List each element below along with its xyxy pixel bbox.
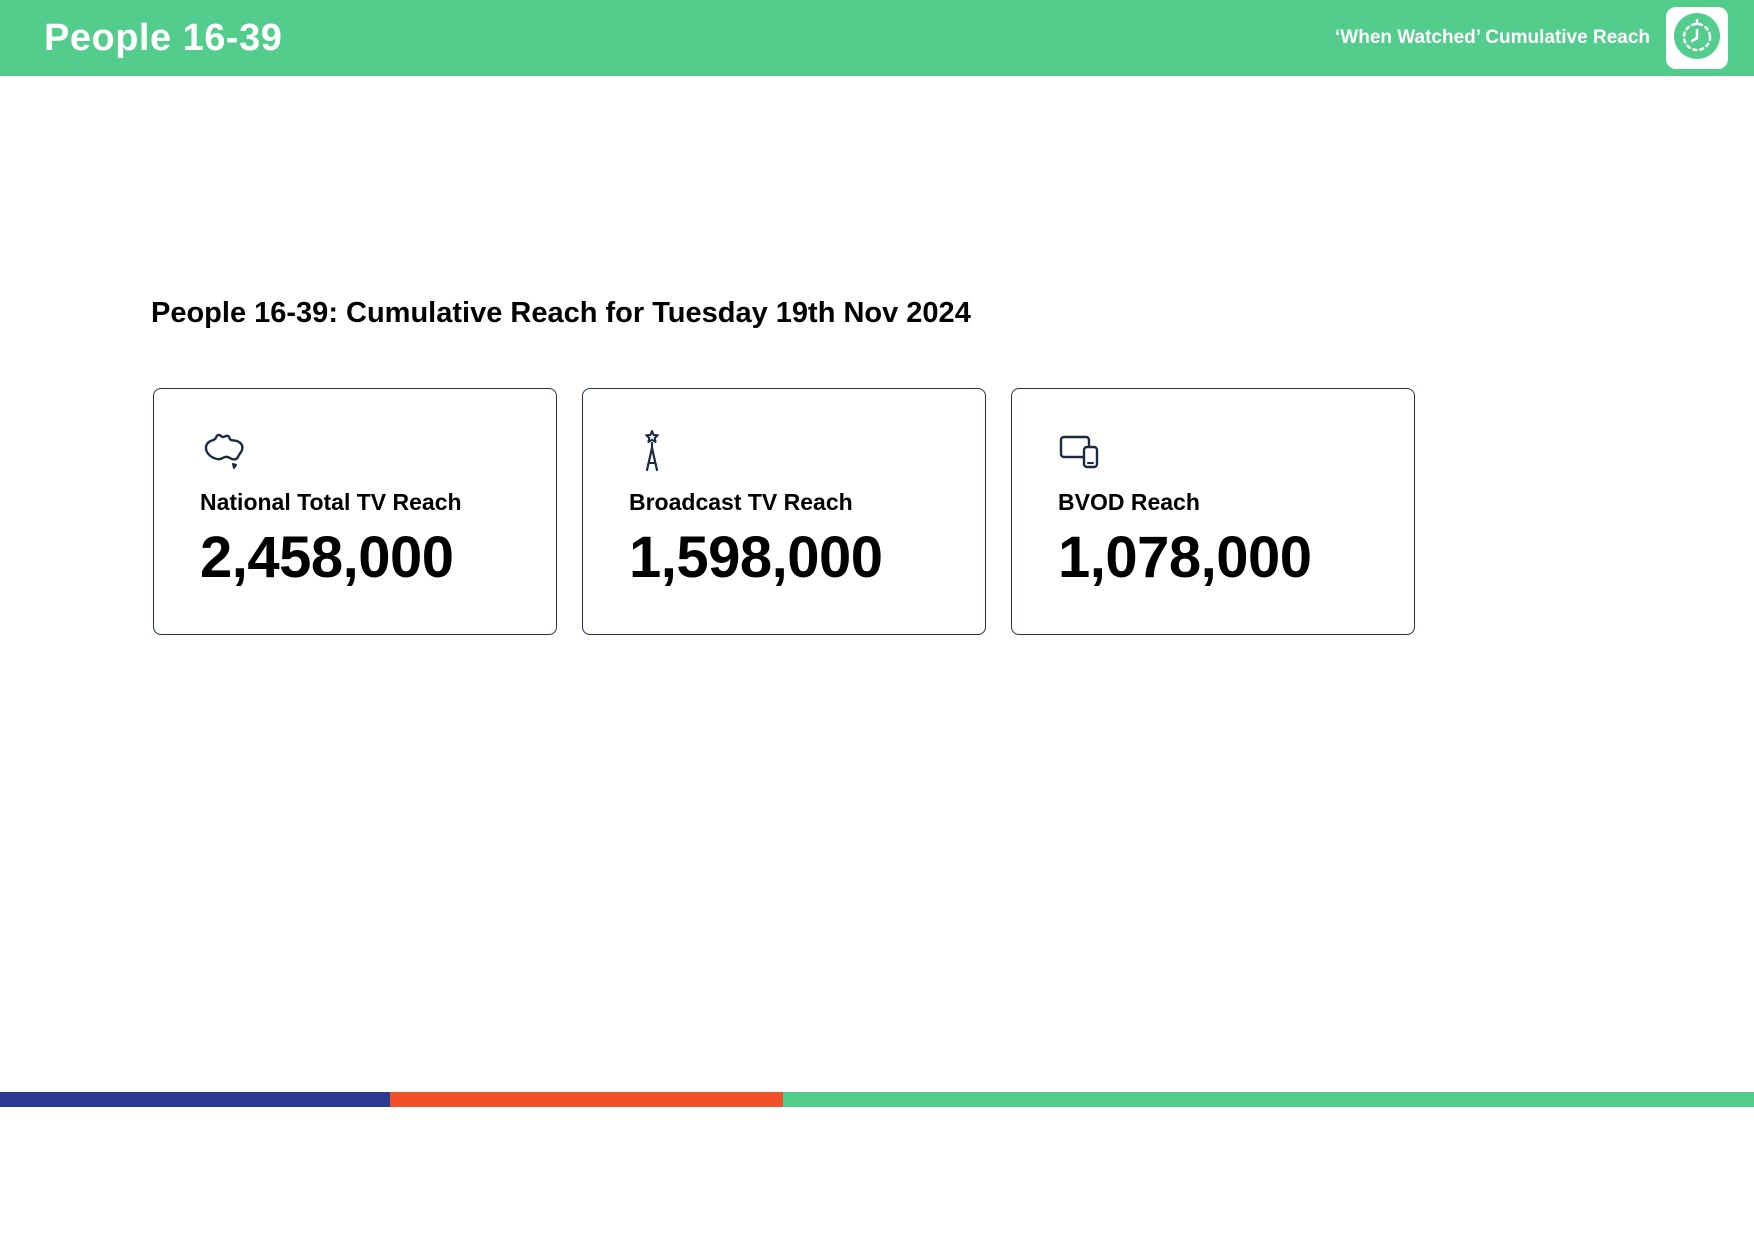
header-subtitle: ‘When Watched’ Cumulative Reach <box>1335 27 1650 48</box>
footer-stripe-green <box>783 1092 1754 1107</box>
kpi-card-bvod-reach: BVOD Reach 1,078,000 <box>1011 388 1415 635</box>
australia-map-icon <box>200 429 510 473</box>
kpi-label: BVOD Reach <box>1058 489 1200 515</box>
kpi-card-broadcast-tv-reach: Broadcast TV Reach 1,598,000 <box>582 388 986 635</box>
footer-stripe-orange <box>390 1092 784 1107</box>
footer-stripe-navy <box>0 1092 391 1107</box>
header-bar: People 16-39 ‘When Watched’ Cumulative R… <box>0 0 1754 76</box>
page-title: People 16-39 <box>44 16 283 59</box>
broadcast-antenna-icon <box>629 429 939 473</box>
stopwatch-icon <box>1673 12 1721 65</box>
header-right-group: ‘When Watched’ Cumulative Reach <box>1335 7 1728 69</box>
kpi-cards-row: National Total TV Reach 2,458,000 Broadc… <box>153 388 1415 635</box>
footer-stripe <box>0 1092 1754 1107</box>
main-heading: People 16-39: Cumulative Reach for Tuesd… <box>151 297 971 329</box>
devices-icon <box>1058 429 1368 473</box>
kpi-label: National Total TV Reach <box>200 489 462 515</box>
stopwatch-badge <box>1666 7 1728 69</box>
kpi-card-national-total-tv-reach: National Total TV Reach 2,458,000 <box>153 388 557 635</box>
kpi-value: 1,598,000 <box>629 525 883 590</box>
kpi-value: 1,078,000 <box>1058 525 1312 590</box>
kpi-value: 2,458,000 <box>200 525 454 590</box>
kpi-label: Broadcast TV Reach <box>629 489 853 515</box>
